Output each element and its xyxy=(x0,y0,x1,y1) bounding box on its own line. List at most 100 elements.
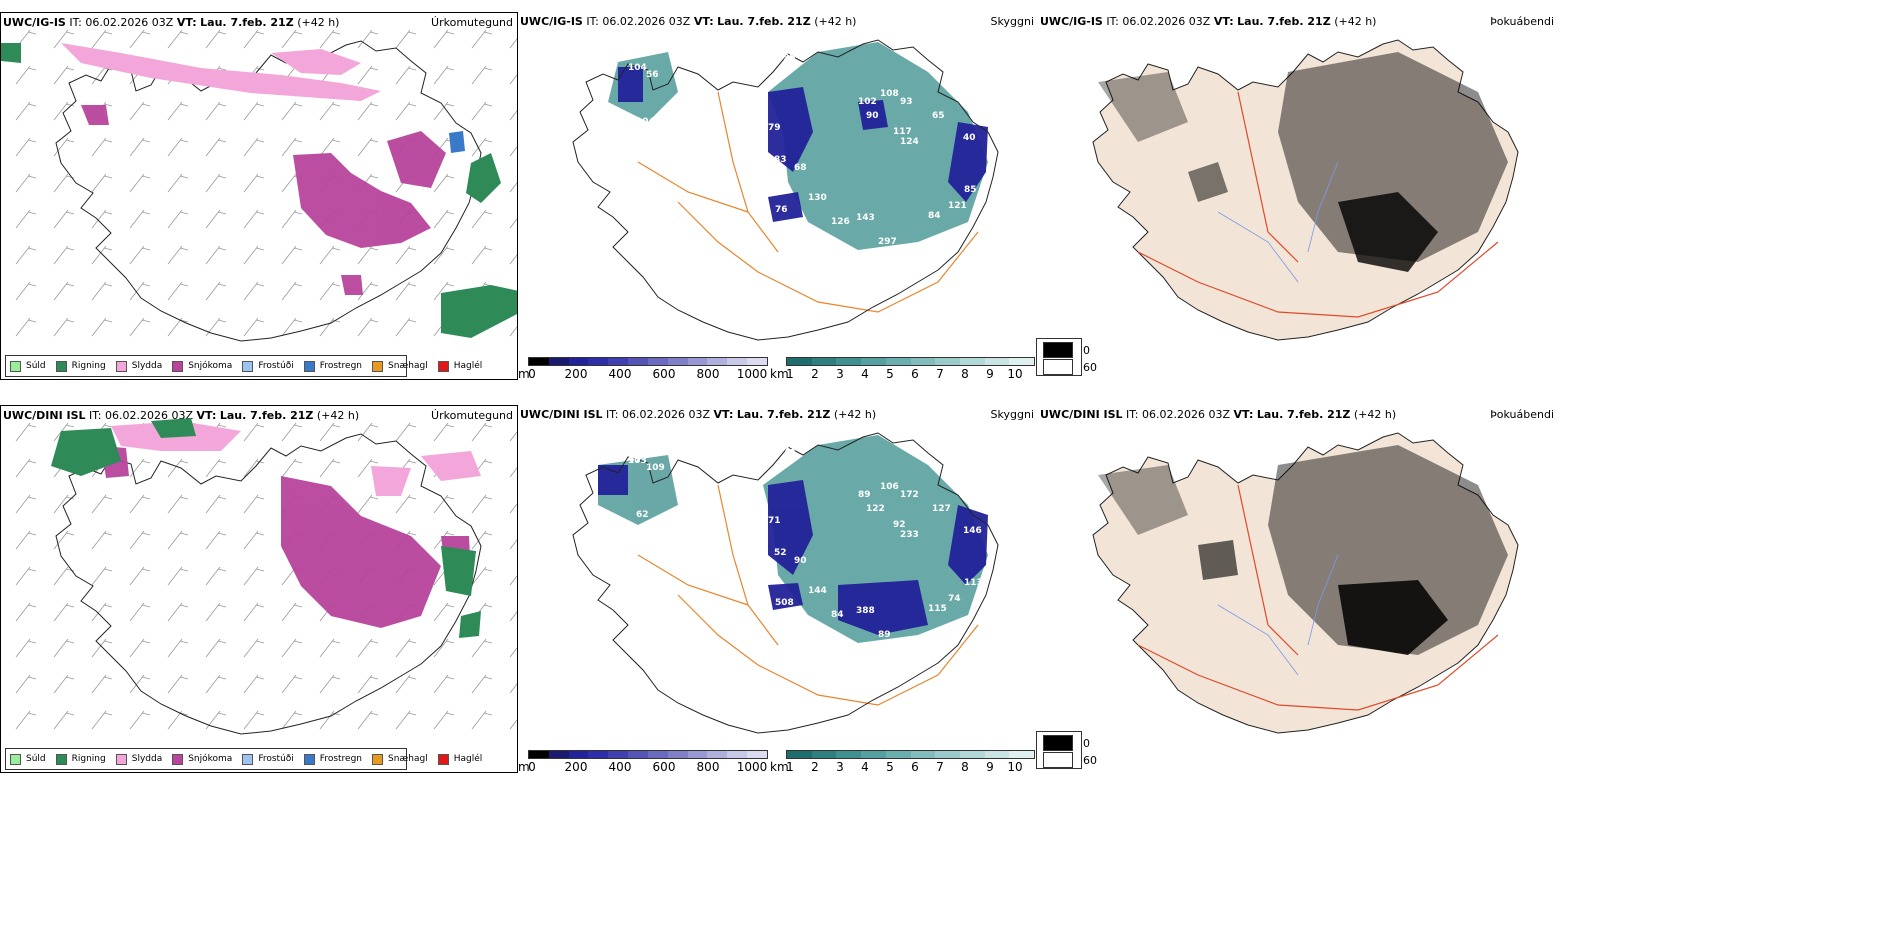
legend-label: Haglél xyxy=(453,754,483,764)
visibility-value-label: 103 xyxy=(628,456,647,466)
wind-barb xyxy=(205,209,227,229)
wind-barb xyxy=(15,602,37,622)
legend-item: Frostregn xyxy=(303,753,362,765)
fog-legend-swatch xyxy=(1043,752,1073,768)
iceland-coastline xyxy=(572,432,999,734)
wind-barb xyxy=(15,281,37,301)
legend-swatch xyxy=(55,753,67,765)
wind-barb xyxy=(243,458,265,478)
visibility-value-label: 102 xyxy=(858,97,877,107)
wind-barb xyxy=(281,317,303,337)
wind-barb xyxy=(167,602,189,622)
wind-barb xyxy=(357,422,379,442)
rain-areas xyxy=(51,418,481,638)
wind-barb xyxy=(205,566,227,586)
wind-barb xyxy=(471,638,493,658)
fog-legend-label: 60 xyxy=(1083,753,1097,767)
legend-item: Snæhagl xyxy=(372,753,428,765)
wind-barb xyxy=(53,173,75,193)
colorbar-unit: km xyxy=(770,367,789,381)
colorbar-segment xyxy=(836,358,862,365)
fog-map xyxy=(1092,39,1519,341)
wind-barb xyxy=(53,137,75,157)
visibility-value-label: 71 xyxy=(768,516,781,526)
fog-legend-swatch xyxy=(1043,342,1073,358)
legend-label: Frostregn xyxy=(319,361,363,371)
precip-map xyxy=(1,29,517,342)
wind-barb xyxy=(205,29,227,49)
frost-areas xyxy=(449,131,465,153)
legend-swatch xyxy=(172,360,184,372)
fog-legend-bottom: 0 60 xyxy=(1036,731,1097,769)
visibility-value-label: 122 xyxy=(866,504,885,514)
legend-label: Rigning xyxy=(71,361,106,371)
wind-barb xyxy=(91,494,113,514)
wind-barb xyxy=(91,209,113,229)
wind-barb xyxy=(357,458,379,478)
wind-barb xyxy=(15,638,37,658)
wind-barb xyxy=(319,422,341,442)
legend-label: Snæhagl xyxy=(388,361,428,371)
colorbar-segment xyxy=(811,358,837,365)
visibility-value-label: 79 xyxy=(768,123,781,133)
wind-barb xyxy=(243,422,265,442)
visibility-value-label: 92 xyxy=(893,520,906,530)
wind-barb xyxy=(243,710,265,730)
visibility-value-label: 508 xyxy=(775,598,794,608)
colorbar-tick-label: 800 xyxy=(696,760,720,774)
fog-legend-item: 60 xyxy=(1043,359,1097,375)
wind-barb xyxy=(319,317,341,337)
wind-barb xyxy=(243,494,265,514)
wind-barb xyxy=(167,101,189,121)
wind-barb xyxy=(53,566,75,586)
wind-barb xyxy=(91,137,113,157)
colorbar-tick-label: 400 xyxy=(608,760,632,774)
visibility-value-label: 68 xyxy=(794,163,807,173)
wind-barb xyxy=(15,710,37,730)
wind-barb xyxy=(129,638,151,658)
visibility-value-label: 143 xyxy=(856,213,875,223)
wind-barb xyxy=(471,710,493,730)
wind-barb xyxy=(15,317,37,337)
wind-barb xyxy=(357,137,379,157)
wind-barb xyxy=(53,674,75,694)
legend-item: Súld xyxy=(10,753,46,765)
colorbar-segment xyxy=(568,358,589,365)
visibility-value-label: 297 xyxy=(878,237,897,247)
colorbar-segment xyxy=(687,358,708,365)
wind-barb xyxy=(129,530,151,550)
wind-barb xyxy=(53,602,75,622)
colorbar-segment xyxy=(647,751,668,758)
wind-barb xyxy=(395,494,417,514)
wind-barb xyxy=(243,29,265,49)
fog-map xyxy=(1092,432,1519,734)
colorbar-tick-label: 10 xyxy=(1007,367,1023,381)
wind-barb xyxy=(433,530,455,550)
fog-panel-top: UWC/IG-IS IT: 06.02.2026 03Z VT: Lau. 7.… xyxy=(1038,12,1558,380)
wind-barb xyxy=(433,638,455,658)
wind-barb xyxy=(281,209,303,229)
legend-label: Slydda xyxy=(131,361,163,371)
wind-barb xyxy=(433,209,455,229)
wind-barb xyxy=(319,101,341,121)
low-visibility-blue xyxy=(598,465,988,635)
fog-legend-label: 0 xyxy=(1083,736,1090,750)
wind-barb xyxy=(509,683,517,694)
wind-barb xyxy=(129,209,151,229)
legend-label: Snjókoma xyxy=(188,754,233,764)
wind-barb xyxy=(509,611,517,622)
wind-barb xyxy=(433,281,455,301)
legend-label: Slydda xyxy=(131,754,163,764)
iceland-landmass xyxy=(1092,432,1519,734)
wind-barb xyxy=(471,245,493,265)
colorbar-tick-label: 0 xyxy=(528,367,536,381)
wind-barb xyxy=(509,503,517,514)
wind-barb xyxy=(319,29,341,49)
colorbar-tick-label: 3 xyxy=(836,760,844,774)
precip-legend: Súld Rigning Slydda Snjókoma Frostúði Frostre… xyxy=(5,748,482,770)
colorbar-unit: m xyxy=(518,367,530,381)
wind-barb xyxy=(129,494,151,514)
panel-type-label: Úrkomutegund xyxy=(431,16,513,29)
visibility-value-label: 146 xyxy=(963,526,982,536)
